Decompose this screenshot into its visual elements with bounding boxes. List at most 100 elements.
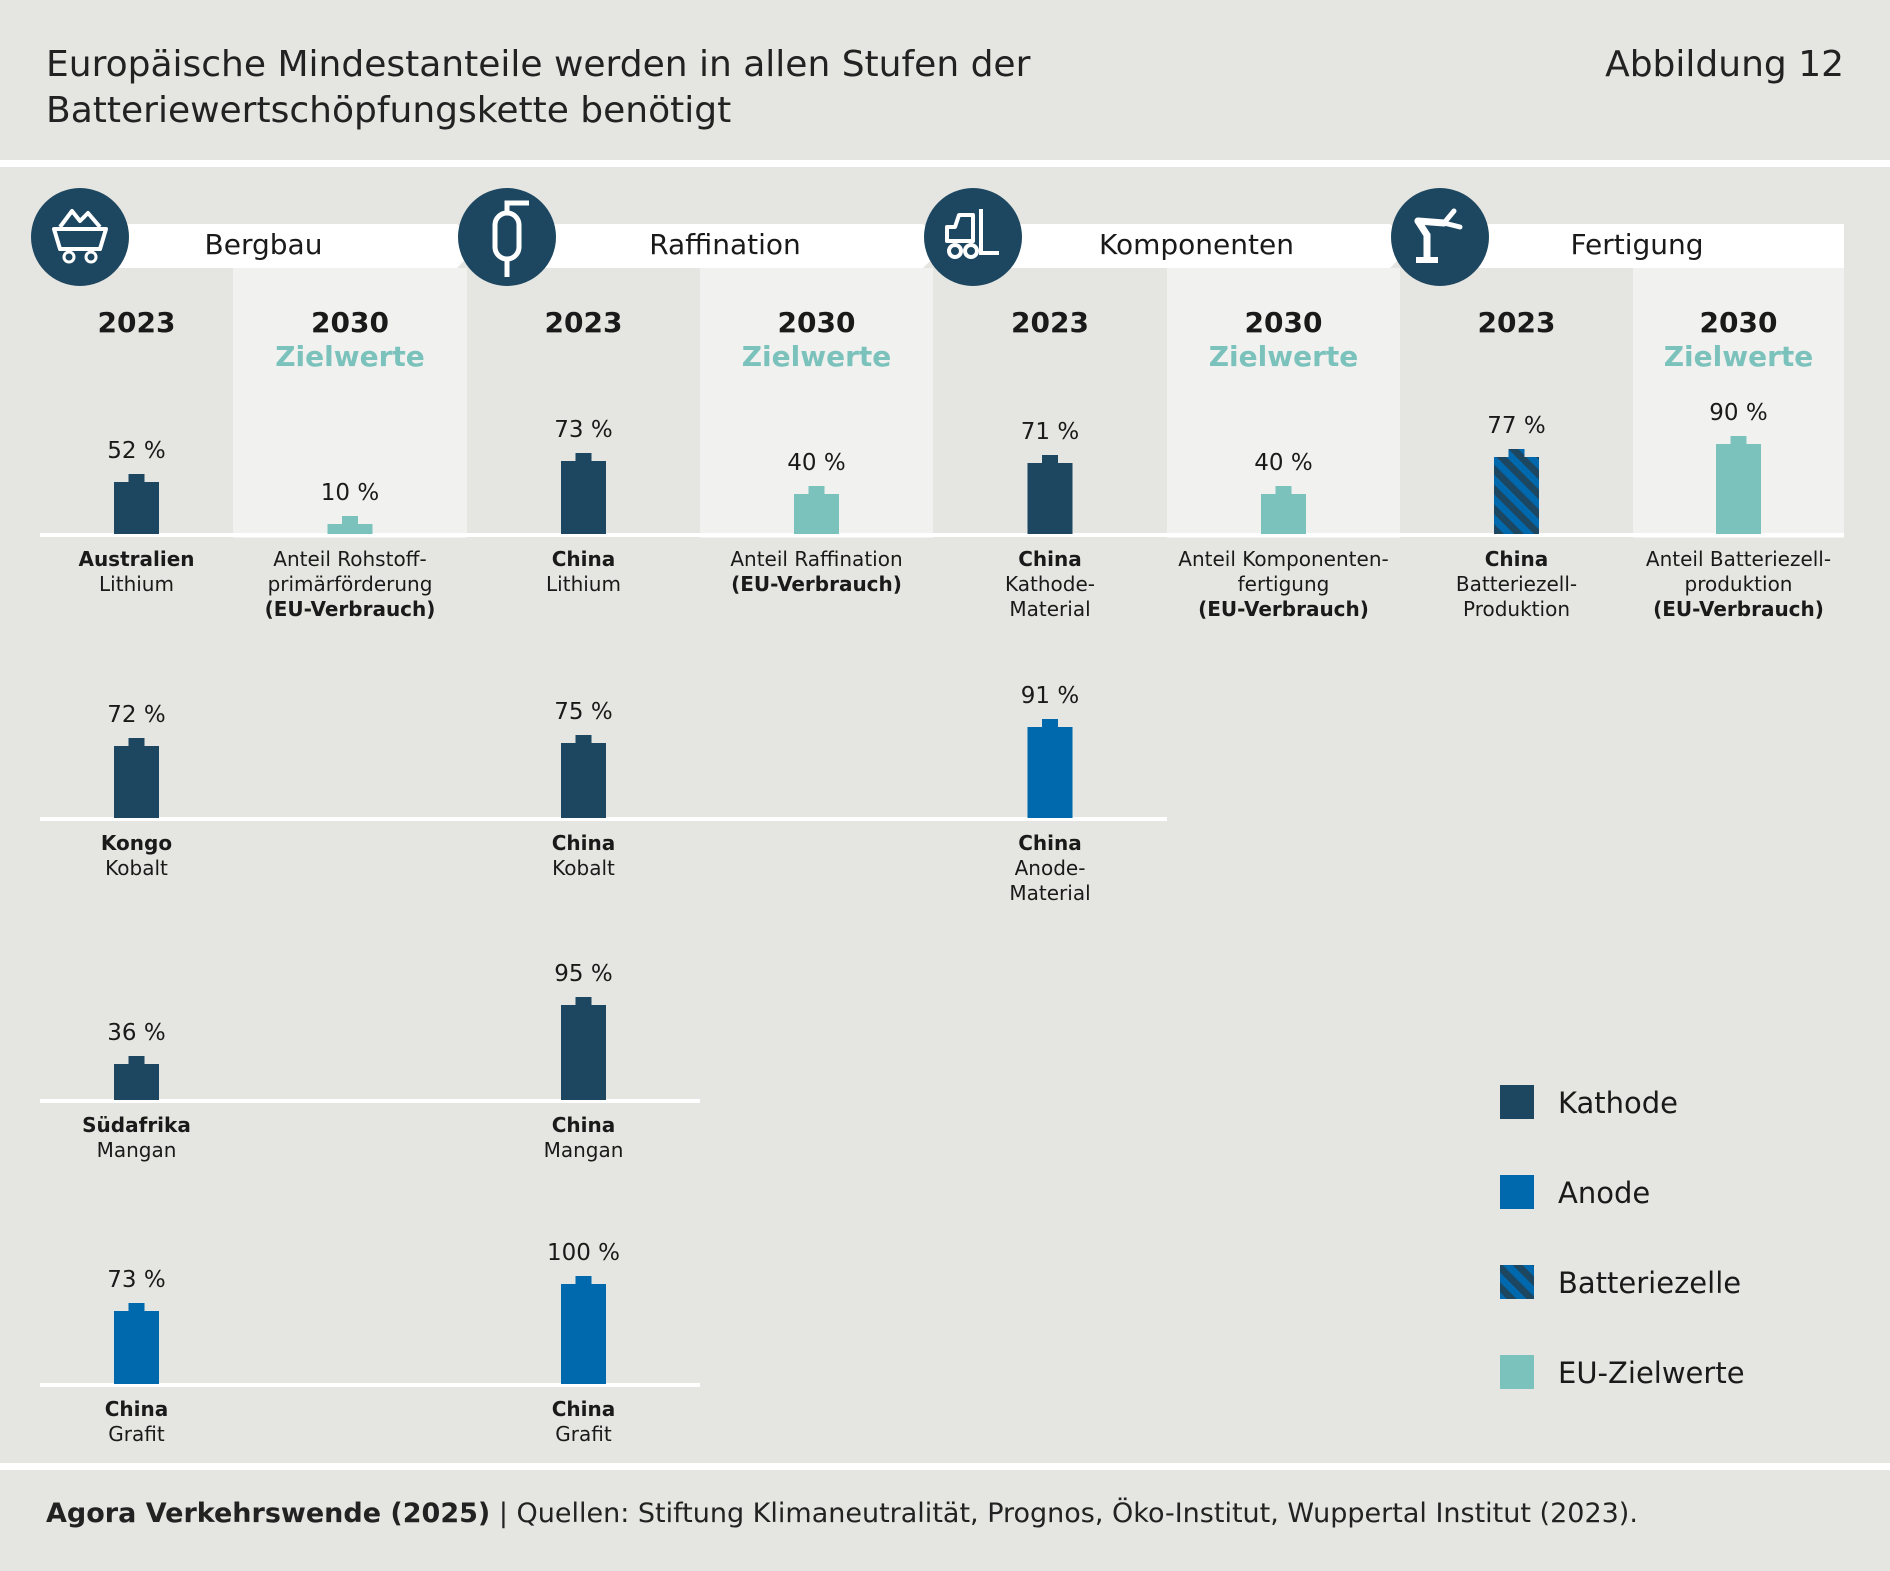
footer-source-text: Quellen: Stiftung Klimaneutralität, Prog… [516, 1498, 1638, 1529]
stage-name: Komponenten [1099, 228, 1294, 261]
bar-terminal [128, 1303, 145, 1312]
cart-wheel [62, 250, 76, 264]
stage-icon-circle [31, 188, 129, 286]
category-label: (EU-Verbrauch) [1653, 597, 1824, 621]
value-label: 36 % [107, 1020, 165, 1046]
robot-arm-icon [1414, 208, 1463, 263]
bar [1027, 463, 1073, 534]
value-label: 73 % [107, 1267, 165, 1293]
category-label: China [1018, 831, 1082, 855]
forklift-mast [979, 209, 999, 255]
bar-terminal [342, 516, 358, 525]
legend-label: Batteriezelle [1558, 1266, 1741, 1300]
column-year: 2030 [778, 306, 856, 339]
category-label: Mangan [97, 1138, 177, 1162]
category-label: Lithium [546, 572, 621, 596]
bar [114, 482, 159, 534]
bar [1494, 457, 1539, 534]
bar [327, 524, 373, 534]
footer-source-bold: Agora Verkehrswende (2025) [46, 1498, 491, 1529]
bar-terminal [575, 997, 592, 1006]
category-label: (EU-Verbrauch) [731, 572, 902, 596]
column-subtitle: Zielwerte [1209, 340, 1359, 373]
category-label: Anteil Batteriezell- [1646, 547, 1831, 571]
stage-name: Bergbau [205, 228, 323, 261]
header: Europäische Mindestanteile werden in all… [0, 0, 1890, 160]
bar [561, 743, 606, 818]
bar [114, 746, 159, 818]
bar-terminal [128, 1056, 145, 1065]
chart-title: Europäische Mindestanteile werden in all… [46, 44, 1031, 131]
baseline [40, 1099, 700, 1103]
bar-terminal [1508, 449, 1525, 458]
column-subtitle: Zielwerte [1664, 340, 1814, 373]
category-label: China [1485, 547, 1549, 571]
column-subtitle: Zielwerte [275, 340, 425, 373]
bar [114, 1064, 159, 1100]
top-divider [0, 160, 1890, 167]
forklift-wheel [947, 243, 963, 259]
bar-terminal [575, 735, 592, 744]
stage-header-bar [1460, 224, 1844, 268]
value-label: 72 % [107, 702, 165, 728]
bar [1261, 494, 1306, 534]
category-label: Anode- [1015, 856, 1086, 880]
value-label: 95 % [554, 961, 612, 987]
forklift-icon [945, 209, 999, 259]
legend-swatch [1500, 1175, 1534, 1209]
stage-header-bar [527, 224, 945, 268]
category-label: Kongo [101, 831, 172, 855]
refinery-tank-icon [492, 200, 529, 277]
stage-icon-circle [1391, 188, 1489, 286]
legend-swatch [1500, 1355, 1534, 1389]
tank-pipe [504, 200, 529, 213]
figure-label: Abbildung 12 [1605, 44, 1844, 85]
value-label: 75 % [554, 699, 612, 725]
bar-terminal [1730, 436, 1747, 445]
bar-terminal [1275, 486, 1292, 495]
value-label: 40 % [787, 450, 845, 476]
category-label: Kathode- [1005, 572, 1095, 596]
robot-gripper [1441, 208, 1463, 230]
legend-label: Anode [1558, 1176, 1650, 1210]
category-label: Grafit [555, 1422, 612, 1446]
bar [1027, 727, 1073, 818]
category-label: Südafrika [82, 1113, 191, 1137]
column-year: 2023 [545, 306, 623, 339]
category-label: Produktion [1463, 597, 1570, 621]
legend-swatch [1500, 1265, 1534, 1299]
value-label: 91 % [1021, 683, 1079, 709]
stage-header-bar [993, 224, 1412, 268]
category-label: Material [1009, 881, 1090, 905]
bottom-divider [0, 1463, 1890, 1470]
value-label: 73 % [554, 417, 612, 443]
value-label: 71 % [1021, 419, 1079, 445]
category-label: primärförderung [268, 572, 433, 596]
category-label: (EU-Verbrauch) [265, 597, 436, 621]
stage-header-bar [100, 224, 479, 268]
category-label: China [552, 1397, 616, 1421]
value-label: 52 % [107, 438, 165, 464]
baseline [40, 533, 1844, 537]
robot-arm-lower [1414, 217, 1431, 261]
category-label: China [105, 1397, 169, 1421]
column-year: 2023 [1011, 306, 1089, 339]
bar-terminal [1042, 455, 1058, 464]
category-label: Mangan [544, 1138, 624, 1162]
bar [1716, 444, 1761, 534]
legend-swatch [1500, 1085, 1534, 1119]
value-label: 40 % [1254, 450, 1312, 476]
stage-name: Fertigung [1570, 228, 1703, 261]
column-bg [233, 268, 467, 538]
footer-separator: | [490, 1498, 517, 1529]
legend-label: EU-Zielwerte [1558, 1356, 1745, 1390]
column-year: 2030 [1700, 306, 1778, 339]
footer-source: Agora Verkehrswende (2025) | Quellen: St… [46, 1498, 1638, 1529]
bar-terminal [128, 474, 145, 483]
robot-arm-upper [1414, 217, 1448, 227]
bar-terminal [1042, 719, 1058, 728]
value-label: 90 % [1709, 400, 1767, 426]
category-label: Batteriezell- [1456, 572, 1577, 596]
stage-icon-circle [458, 188, 556, 286]
